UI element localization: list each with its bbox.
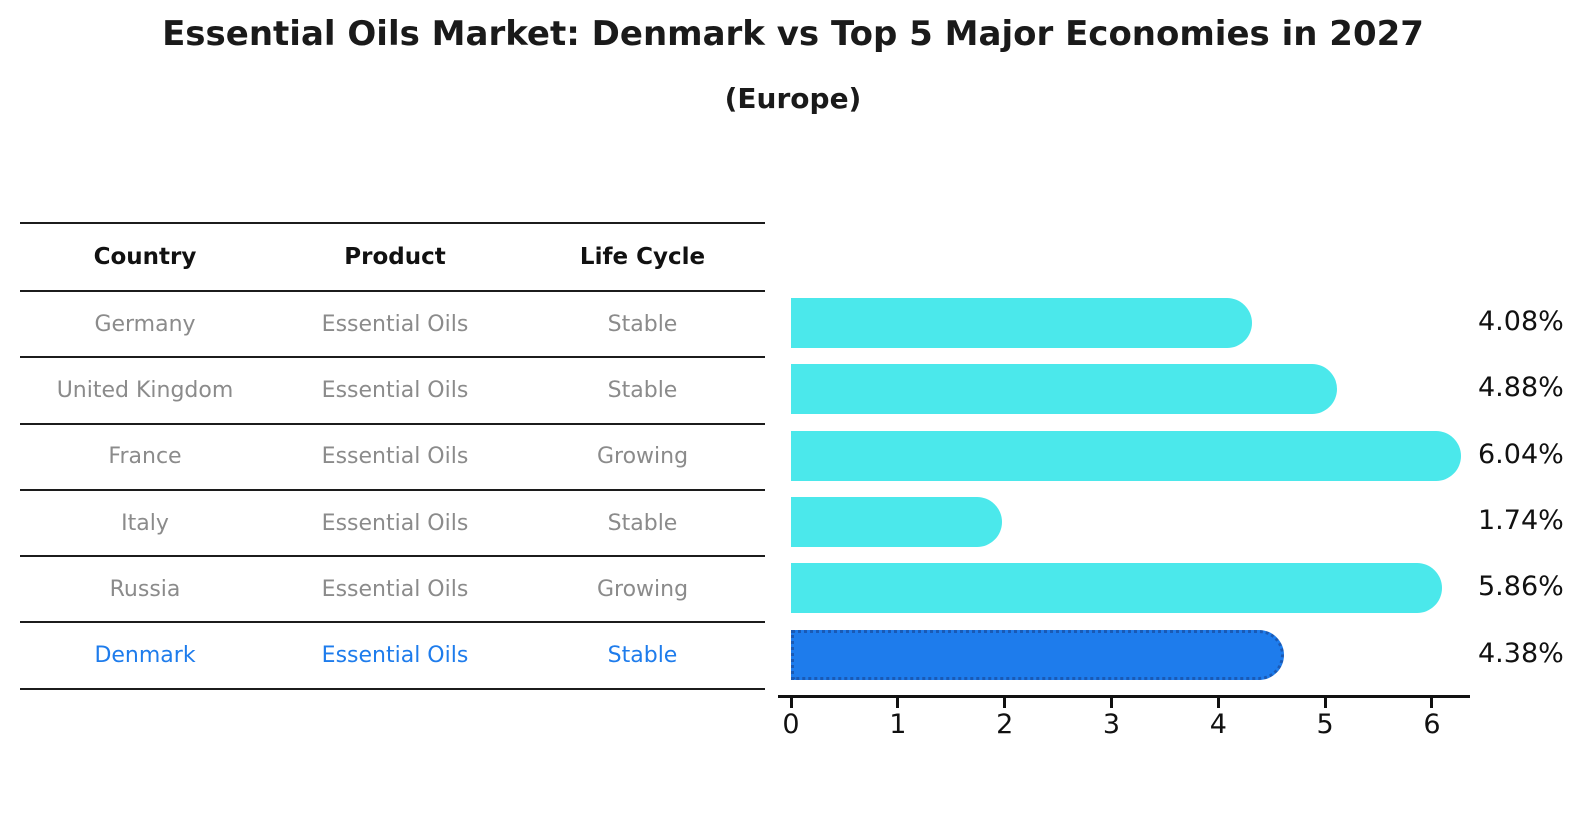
table-cell-life-cycle: Stable bbox=[607, 377, 678, 403]
x-axis-tick-label: 0 bbox=[782, 709, 800, 740]
x-axis-tick-label: 6 bbox=[1423, 709, 1441, 740]
x-axis-tick-label: 3 bbox=[1102, 709, 1121, 740]
x-axis-tick bbox=[1323, 696, 1327, 708]
data-table: Country Product Life Cycle Germany Essent… bbox=[20, 222, 765, 690]
bar-highlight-denmark bbox=[791, 629, 1284, 680]
bar-value-label: 1.74% bbox=[1478, 505, 1564, 537]
x-axis-tick bbox=[789, 696, 793, 708]
bar-france bbox=[791, 430, 1462, 481]
table-header-country: Country bbox=[93, 244, 197, 270]
table-cell-life-cycle: Stable bbox=[607, 643, 678, 669]
bar-united-kingdom bbox=[791, 364, 1338, 415]
table-cell-country: Denmark bbox=[94, 643, 196, 669]
bar-russia bbox=[791, 563, 1443, 614]
bar-value-label: 4.38% bbox=[1478, 637, 1564, 669]
x-axis-tick-label: 5 bbox=[1316, 709, 1334, 740]
table-cell-product: Essential Oils bbox=[321, 643, 469, 669]
table-header-row: Country Product Life Cycle bbox=[20, 224, 765, 292]
table-row: Italy Essential Oils Stable bbox=[20, 491, 765, 558]
table-row: Denmark Essential Oils Stable bbox=[20, 623, 765, 690]
table-row: Germany Essential Oils Stable bbox=[20, 292, 765, 359]
table-header-life-cycle: Life Cycle bbox=[579, 244, 706, 270]
table-cell-country: United Kingdom bbox=[56, 377, 234, 403]
bar-italy bbox=[791, 496, 1002, 547]
table-cell-product: Essential Oils bbox=[321, 311, 469, 337]
x-axis-tick-label: 4 bbox=[1209, 709, 1227, 740]
table-cell-product: Essential Oils bbox=[321, 576, 469, 602]
table-cell-product: Essential Oils bbox=[321, 510, 469, 536]
bar-value-label: 5.86% bbox=[1478, 571, 1564, 603]
table-row: France Essential Oils Growing bbox=[20, 425, 765, 491]
chart-title: Essential Oils Market: Denmark vs Top 5 … bbox=[162, 14, 1424, 54]
table-cell-life-cycle: Growing bbox=[596, 576, 689, 602]
x-axis-line bbox=[778, 695, 1470, 698]
table-header-product: Product bbox=[344, 244, 446, 270]
bar-value-label: 6.04% bbox=[1478, 438, 1564, 470]
x-axis-tick bbox=[1430, 696, 1434, 708]
chart-subtitle: (Europe) bbox=[724, 82, 862, 115]
table-cell-product: Essential Oils bbox=[321, 377, 469, 403]
table-cell-country: France bbox=[108, 444, 182, 470]
table-row: Russia Essential Oils Growing bbox=[20, 557, 765, 624]
table-body: Germany Essential Oils Stable United Kingdo… bbox=[20, 292, 765, 690]
bar-germany bbox=[791, 298, 1252, 348]
x-axis-tick-label: 1 bbox=[889, 709, 907, 740]
bar-value-label: 4.08% bbox=[1478, 306, 1564, 338]
table-cell-life-cycle: Stable bbox=[607, 311, 678, 337]
table-cell-country: Italy bbox=[121, 510, 169, 536]
x-axis-tick bbox=[896, 696, 900, 708]
table-cell-life-cycle: Stable bbox=[607, 510, 678, 536]
table-cell-product: Essential Oils bbox=[321, 444, 469, 470]
table-row: United Kingdom Essential Oils Stable bbox=[20, 358, 765, 425]
x-axis-tick-label: 2 bbox=[996, 709, 1014, 740]
x-axis-tick bbox=[1109, 696, 1113, 708]
bar-value-label: 4.88% bbox=[1478, 372, 1564, 404]
table-cell-life-cycle: Growing bbox=[596, 444, 689, 470]
x-axis-tick bbox=[1216, 696, 1220, 708]
table-cell-country: Germany bbox=[94, 311, 196, 337]
x-axis-tick bbox=[1003, 696, 1007, 708]
table-cell-country: Russia bbox=[109, 576, 181, 602]
